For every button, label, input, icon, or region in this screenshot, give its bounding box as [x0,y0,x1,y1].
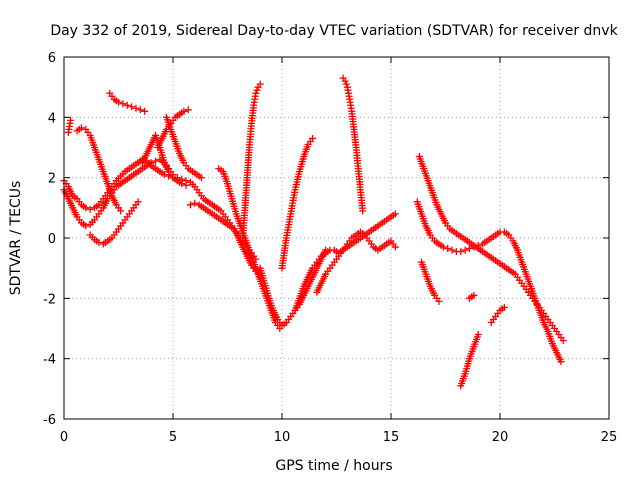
data-point [391,243,399,251]
data-point [86,205,94,213]
plot-frame [63,56,610,420]
data-point [180,107,188,115]
data-point [252,89,260,97]
data-point [119,100,127,108]
data-point [67,116,75,124]
data-point [359,207,367,215]
data-point [470,291,478,299]
data-point [465,245,473,253]
data-point [152,157,160,165]
y-tick-label: 4 [48,111,56,126]
data-point [559,337,567,345]
data-point [82,204,90,212]
data-point [439,243,447,251]
chart-title: Day 332 of 2019, Sidereal Day-to-day VTE… [50,23,618,39]
data-point [178,180,186,188]
x-tick-label: 15 [383,430,400,445]
series-arc8 [154,106,192,151]
x-tick-label: 20 [492,430,509,445]
series-arc20 [418,258,443,305]
series-arc14 [278,134,317,272]
data-point [115,98,122,106]
axis-ticks: 0 5 10 15 20 25 -6 -4 -2 0 2 4 6 [43,51,617,445]
data-point [309,134,317,142]
data-point [95,239,103,247]
series-arc1 [60,156,264,281]
series-arc16 [339,74,367,215]
series-arc10 [186,199,260,263]
series-arc23 [465,291,478,302]
series-arc17 [313,228,399,296]
data-point [457,248,465,256]
series-arc19 [415,153,567,345]
data-point [557,358,565,366]
series-arc12 [239,80,264,242]
series-arc4 [64,116,75,136]
data-point [82,222,90,230]
data-point [341,77,349,85]
data-point [500,303,508,311]
data-point [134,198,142,206]
data-points [60,74,567,390]
data-point [186,201,194,209]
series-arc2 [60,156,177,230]
series-arc9 [162,113,205,182]
data-point [128,103,136,111]
series-arc15 [291,210,399,314]
y-tick-label: 2 [48,172,56,187]
data-point [147,159,155,167]
series-arc21 [457,331,482,390]
y-tick-label: -4 [43,353,56,368]
data-point [391,210,399,218]
data-point [461,246,469,254]
data-point [474,331,482,339]
data-point [435,297,443,305]
data-point [197,174,205,182]
x-tick-label: 5 [169,430,177,445]
y-tick-label: -6 [43,413,56,428]
data-point [141,107,149,115]
series-arc6 [106,89,149,115]
x-tick-label: 0 [60,430,68,445]
data-point [132,104,140,112]
data-point [117,207,125,215]
series-arc5 [73,124,125,215]
x-tick-label: 10 [274,430,291,445]
data-point [444,245,452,253]
y-axis-label: SDTVAR / TECUs [8,181,24,296]
data-point [77,124,85,132]
series-arc7 [138,131,190,189]
y-tick-label: 6 [48,51,56,66]
series-arc18 [413,198,565,366]
y-tick-label: 0 [48,232,56,247]
y-tick-label: -2 [43,292,56,307]
data-point [160,171,168,179]
x-tick-label: 25 [601,430,618,445]
data-point [256,80,264,88]
data-point [448,246,456,254]
series-arc22 [487,303,508,326]
series-arc3 [86,198,142,248]
data-point [123,101,131,109]
data-point [191,199,199,207]
data-point [136,106,144,114]
data-point [184,106,192,114]
x-axis-label: GPS time / hours [275,458,392,474]
data-point [182,181,190,189]
